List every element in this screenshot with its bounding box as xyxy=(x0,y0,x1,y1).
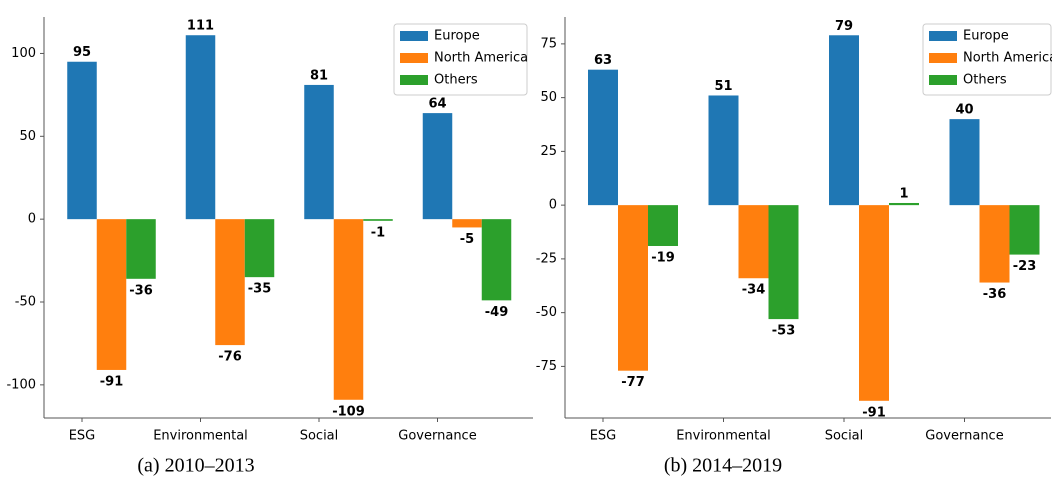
x-tick-label: ESG xyxy=(69,429,96,444)
y-tick-label: 0 xyxy=(28,212,36,227)
legend-swatch xyxy=(929,31,957,41)
y-tick-label: 100 xyxy=(11,46,36,61)
bar xyxy=(452,219,482,228)
legend-swatch xyxy=(400,53,428,63)
bar xyxy=(859,205,889,401)
value-label: -109 xyxy=(332,404,365,419)
legend-label: North America xyxy=(434,51,528,66)
y-tick-label: 75 xyxy=(540,36,557,51)
legend-label: Others xyxy=(434,73,478,88)
value-label: -91 xyxy=(100,374,124,389)
bar xyxy=(588,69,618,206)
bar xyxy=(648,205,678,246)
x-tick-label: Environmental xyxy=(676,429,771,444)
y-tick-label: -25 xyxy=(536,251,557,266)
bar xyxy=(1009,205,1040,255)
bar xyxy=(244,219,275,278)
bar xyxy=(768,205,799,320)
value-label: -5 xyxy=(460,232,474,247)
bar xyxy=(422,113,453,220)
y-tick-label: 25 xyxy=(540,144,557,159)
bar xyxy=(215,219,245,346)
value-label: -76 xyxy=(218,350,242,365)
x-tick-label: Governance xyxy=(925,429,1003,444)
bar xyxy=(96,219,127,370)
value-label: -23 xyxy=(1013,259,1037,274)
value-label: 63 xyxy=(594,53,612,68)
bar xyxy=(618,205,648,371)
legend-swatch xyxy=(400,75,428,85)
value-label: -91 xyxy=(862,405,886,420)
bar xyxy=(829,35,859,206)
bar xyxy=(67,61,97,220)
y-tick-label: -50 xyxy=(15,295,36,310)
bar xyxy=(738,205,769,279)
legend-label: Others xyxy=(963,73,1007,88)
value-label: -36 xyxy=(983,287,1007,302)
y-tick-label: 0 xyxy=(549,198,557,213)
bar xyxy=(333,219,364,400)
bar xyxy=(979,205,1010,283)
legend-label: Europe xyxy=(434,29,480,44)
x-tick-label: Social xyxy=(300,429,339,444)
bar xyxy=(304,84,334,220)
x-tick-label: Governance xyxy=(398,429,476,444)
value-label: -49 xyxy=(485,305,509,320)
caption: (b) 2014–2019 xyxy=(664,455,782,477)
value-label: -77 xyxy=(621,375,645,390)
value-label: 1 xyxy=(899,186,908,201)
x-tick-label: ESG xyxy=(590,429,617,444)
legend-swatch xyxy=(929,53,957,63)
bar xyxy=(481,219,512,301)
value-label: 64 xyxy=(428,97,446,112)
value-label: 79 xyxy=(835,19,853,34)
caption: (a) 2010–2013 xyxy=(137,455,254,477)
value-label: 111 xyxy=(187,19,214,34)
x-tick-label: Social xyxy=(825,429,864,444)
y-tick-label: -75 xyxy=(536,359,557,374)
legend-label: Europe xyxy=(963,29,1009,44)
value-label: -53 xyxy=(772,324,796,339)
legend-swatch xyxy=(400,31,428,41)
legend-label: North America xyxy=(963,51,1052,66)
bar xyxy=(708,95,739,206)
value-label: 95 xyxy=(73,45,91,60)
bar xyxy=(949,119,980,206)
x-tick-label: Environmental xyxy=(153,429,248,444)
bar xyxy=(363,219,393,221)
value-label: 51 xyxy=(714,79,732,94)
value-label: -35 xyxy=(248,282,272,297)
value-label: -19 xyxy=(651,250,675,265)
y-tick-label: 50 xyxy=(540,90,557,105)
y-tick-label: 50 xyxy=(19,129,36,144)
y-tick-label: -50 xyxy=(536,305,557,320)
bar xyxy=(889,202,919,206)
value-label: -36 xyxy=(129,283,153,298)
value-label: 40 xyxy=(955,103,973,118)
value-label: -1 xyxy=(371,225,385,240)
y-tick-label: -100 xyxy=(6,377,36,392)
bar xyxy=(185,35,216,220)
legend-swatch xyxy=(929,75,957,85)
bar xyxy=(126,219,156,279)
value-label: 81 xyxy=(310,68,328,83)
value-label: -34 xyxy=(742,283,766,298)
